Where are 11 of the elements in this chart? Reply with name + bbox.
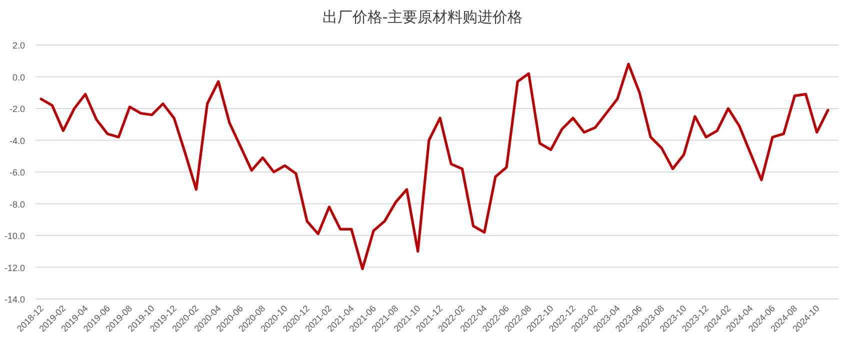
y-tick-label: -2.0: [9, 104, 25, 114]
y-tick-label: 2.0: [12, 40, 25, 50]
y-tick-label: -8.0: [9, 199, 25, 210]
y-tick-label: -6.0: [9, 168, 25, 178]
y-tick-label: -12.0: [4, 262, 25, 273]
y-tick-label: -14.0: [4, 294, 25, 304]
y-tick-label: -10.0: [4, 231, 25, 241]
y-tick-label: 0.0: [12, 72, 25, 82]
line-series: [40, 62, 830, 270]
chart-title: 出厂价格-主要原材料购进价格: [322, 8, 523, 26]
y-tick-label: -4.0: [9, 136, 25, 146]
